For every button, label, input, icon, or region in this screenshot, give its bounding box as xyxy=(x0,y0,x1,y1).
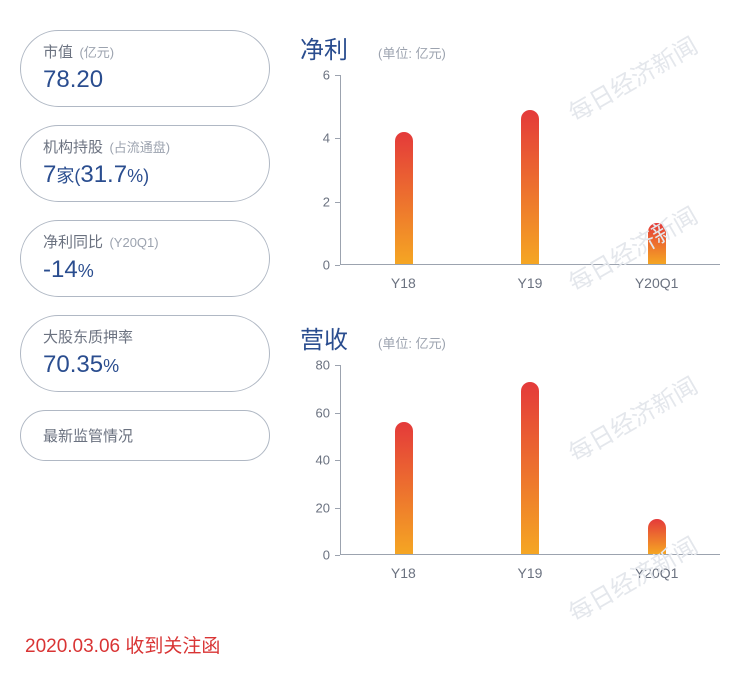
bar-slot xyxy=(467,75,593,264)
stat-label: 最新监管情况 xyxy=(43,425,247,446)
stat-value-tail: %) xyxy=(127,166,149,186)
x-label: Y20Q1 xyxy=(593,559,720,585)
bar-slot xyxy=(467,365,593,554)
x-axis-labels: Y18Y19Y20Q1 xyxy=(340,559,720,585)
y-tick-label: 20 xyxy=(316,500,330,515)
chart-title: 净利 xyxy=(300,30,348,65)
bar xyxy=(395,422,413,554)
chart-unit: (单位: 亿元) xyxy=(378,43,446,62)
plot-area xyxy=(340,75,720,265)
bar xyxy=(521,382,539,554)
bar-slot xyxy=(341,365,467,554)
chart-unit: (单位: 亿元) xyxy=(378,333,446,352)
chart-area: 020406080Y18Y19Y20Q1 xyxy=(300,365,730,585)
charts-column: 净利 (单位: 亿元) 0246Y18Y19Y20Q1 营收 (单位: 亿元) … xyxy=(270,30,730,585)
stat-institutional-holding: 机构持股 (占流通盘) 7家(31.7%) xyxy=(20,125,270,202)
chart-header: 净利 (单位: 亿元) xyxy=(300,30,730,65)
y-tick-label: 60 xyxy=(316,405,330,420)
plot-area xyxy=(340,365,720,555)
stat-value-main: 7 xyxy=(43,161,56,188)
bar xyxy=(395,132,413,264)
chart-title: 营收 xyxy=(300,320,348,355)
stats-column: 市值 (亿元) 78.20 机构持股 (占流通盘) 7家(31.7%) 净利同比… xyxy=(20,30,270,585)
profit-chart: 净利 (单位: 亿元) 0 2 4 6 Y18Y19Y20Q1 xyxy=(300,30,730,295)
y-axis: 020406080 xyxy=(300,365,335,555)
infographic-container: 市值 (亿元) 78.20 机构持股 (占流通盘) 7家(31.7%) 净利同比… xyxy=(0,0,750,605)
bar xyxy=(521,110,539,264)
y-tick-label: 0 xyxy=(323,548,330,563)
stat-sublabel: (占流通盘) xyxy=(109,140,170,155)
stat-regulatory: 最新监管情况 xyxy=(20,410,270,461)
y-tick-label: 4 xyxy=(323,131,330,146)
x-label: Y18 xyxy=(340,269,467,295)
y-tick-label: 0 xyxy=(323,258,330,273)
chart-header: 营收 (单位: 亿元) xyxy=(300,320,730,355)
y-tick-label: 80 xyxy=(316,358,330,373)
stat-value-extra: 31.7 xyxy=(80,161,127,188)
stat-value-main: -14 xyxy=(43,256,78,283)
x-label: Y19 xyxy=(467,559,594,585)
bar-slot xyxy=(341,75,467,264)
x-axis-labels: Y18Y19Y20Q1 xyxy=(340,269,720,295)
stat-value: 7家(31.7%) xyxy=(43,161,247,189)
stat-profit-yoy: 净利同比 (Y20Q1) -14% xyxy=(20,220,270,297)
stat-value-suffix: 家( xyxy=(56,166,80,186)
footer-note: 2020.03.06 收到关注函 xyxy=(25,631,220,658)
stat-label: 机构持股 xyxy=(43,139,103,156)
bar-slot xyxy=(594,365,720,554)
stat-value: 78.20 xyxy=(43,66,247,94)
bars-row xyxy=(341,75,720,264)
bars-row xyxy=(341,365,720,554)
revenue-chart: 营收 (单位: 亿元) 0 20 40 60 80 Y18Y19Y20Q1 xyxy=(300,320,730,585)
stat-label: 大股东质押率 xyxy=(43,329,133,346)
stat-market-cap: 市值 (亿元) 78.20 xyxy=(20,30,270,107)
stat-value: -14% xyxy=(43,256,247,284)
x-label: Y20Q1 xyxy=(593,269,720,295)
y-axis: 0246 xyxy=(300,75,335,265)
stat-value-main: 70.35 xyxy=(43,351,103,378)
stat-value-unit: % xyxy=(103,356,119,376)
bar-slot xyxy=(594,75,720,264)
x-label: Y19 xyxy=(467,269,594,295)
stat-sublabel: (Y20Q1) xyxy=(109,235,158,250)
y-tick-label: 2 xyxy=(323,194,330,209)
y-tick-label: 40 xyxy=(316,453,330,468)
stat-pledge-rate: 大股东质押率 70.35% xyxy=(20,315,270,392)
y-tick-label: 6 xyxy=(323,68,330,83)
stat-label: 市值 xyxy=(43,44,73,61)
bar xyxy=(648,519,666,554)
stat-value: 70.35% xyxy=(43,351,247,379)
stat-value-unit: % xyxy=(78,261,94,281)
stat-sublabel: (亿元) xyxy=(79,45,114,60)
stat-label: 净利同比 xyxy=(43,234,103,251)
x-label: Y18 xyxy=(340,559,467,585)
chart-area: 0246Y18Y19Y20Q1 xyxy=(300,75,730,295)
bar xyxy=(648,223,666,264)
